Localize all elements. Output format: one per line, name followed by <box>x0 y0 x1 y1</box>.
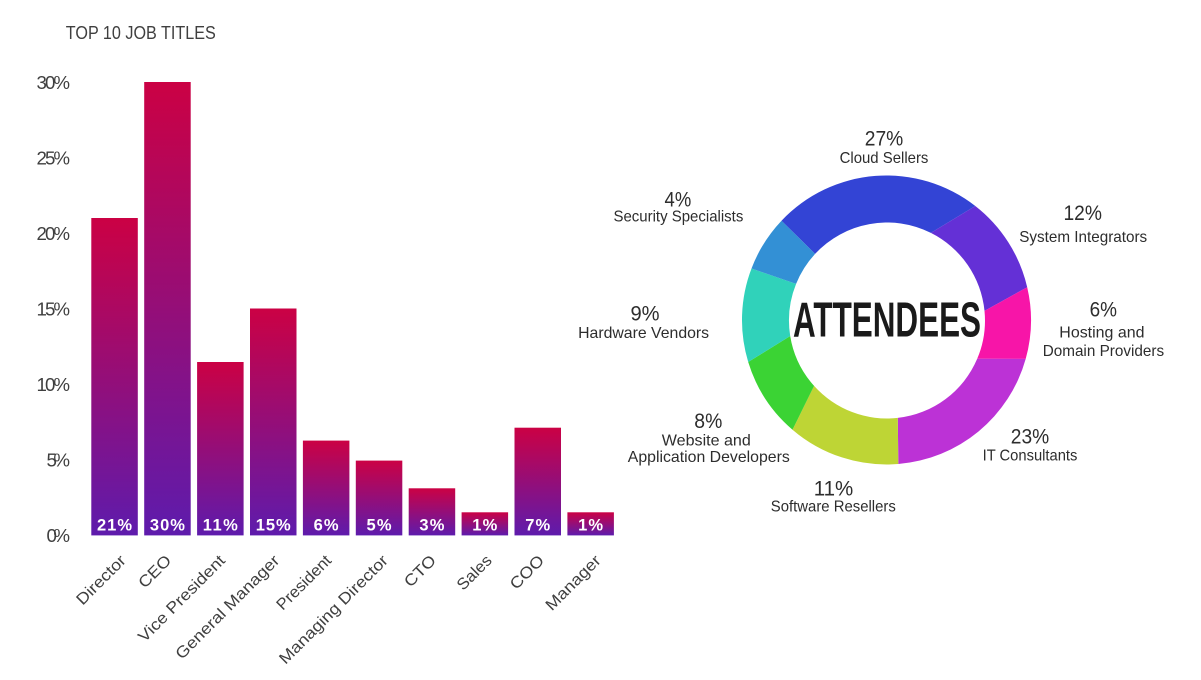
svg-text:10%: 10% <box>37 374 71 395</box>
svg-text:Website and: Website and <box>662 432 751 449</box>
svg-text:15%: 15% <box>256 517 291 535</box>
svg-text:Domain Providers: Domain Providers <box>1043 343 1164 360</box>
svg-text:11%: 11% <box>814 476 854 500</box>
svg-text:9%: 9% <box>630 302 659 326</box>
svg-text:ATTENDEES: ATTENDEES <box>793 291 981 347</box>
svg-text:6%: 6% <box>1090 298 1117 322</box>
svg-text:Security Specialists: Security Specialists <box>614 209 744 226</box>
svg-text:6%: 6% <box>314 517 339 535</box>
svg-text:11%: 11% <box>203 517 238 535</box>
svg-text:15%: 15% <box>37 299 71 320</box>
svg-text:25%: 25% <box>37 148 71 169</box>
svg-text:30%: 30% <box>150 517 185 535</box>
svg-text:System Integrators: System Integrators <box>1019 229 1147 246</box>
svg-text:27%: 27% <box>865 127 904 151</box>
svg-text:0%: 0% <box>47 525 71 546</box>
svg-text:Hardware Vendors: Hardware Vendors <box>578 325 709 342</box>
svg-text:Software Resellers: Software Resellers <box>771 498 896 515</box>
svg-text:20%: 20% <box>37 223 71 244</box>
svg-text:4%: 4% <box>665 188 692 212</box>
svg-text:3%: 3% <box>419 517 444 535</box>
svg-text:1%: 1% <box>578 517 603 535</box>
svg-text:21%: 21% <box>97 517 132 535</box>
svg-text:Cloud Sellers: Cloud Sellers <box>840 150 929 167</box>
svg-text:30%: 30% <box>37 72 71 93</box>
svg-text:1%: 1% <box>472 517 497 535</box>
svg-text:7%: 7% <box>525 517 550 535</box>
svg-text:Application Developers: Application Developers <box>628 449 790 466</box>
svg-text:5%: 5% <box>367 517 392 535</box>
svg-text:IT Consultants: IT Consultants <box>983 448 1078 465</box>
svg-text:12%: 12% <box>1063 201 1102 225</box>
svg-text:Hosting and: Hosting and <box>1059 325 1144 342</box>
svg-text:TOP 10 JOB TITLES: TOP 10 JOB TITLES <box>66 22 216 43</box>
svg-text:5%: 5% <box>47 450 71 471</box>
svg-text:8%: 8% <box>694 409 722 433</box>
svg-text:23%: 23% <box>1011 425 1049 449</box>
